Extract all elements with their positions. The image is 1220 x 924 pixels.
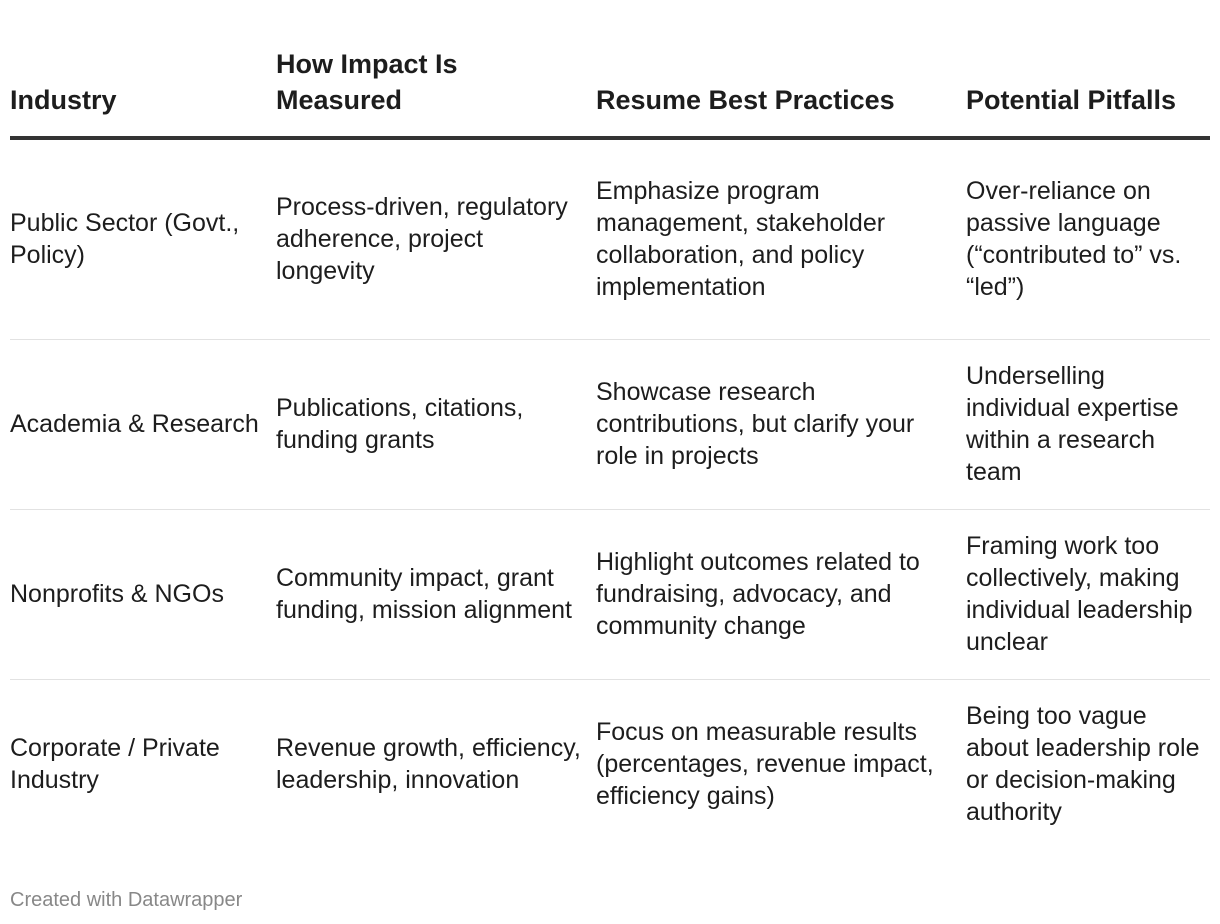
column-header-best-practices: Resume Best Practices (596, 40, 966, 140)
table-row: Nonprofits & NGOs Community impact, gran… (10, 509, 1210, 680)
cell-best-practices: Showcase research contributions, but cla… (596, 339, 966, 510)
column-header-pitfalls: Potential Pitfalls (966, 40, 1210, 140)
table-body: Public Sector (Govt., Policy) Process-dr… (10, 138, 1210, 849)
cell-best-practices: Focus on measurable results (percentages… (596, 718, 934, 811)
comparison-table-container: Industry How Impact Is Measured Resume B… (10, 40, 1210, 849)
table-header: Industry How Impact Is Measured Resume B… (10, 40, 1210, 140)
table-row: Corporate / Private Industry Revenue gro… (10, 679, 1210, 849)
cell-pitfalls: Over-reliance on passive language (“cont… (966, 138, 1210, 340)
datawrapper-credit: Created with Datawrapper (10, 889, 243, 911)
cell-industry: Academia & Research (10, 339, 276, 510)
cell-impact: Process-driven, regulatory adherence, pr… (276, 138, 596, 340)
header-row: Industry How Impact Is Measured Resume B… (10, 40, 1210, 140)
cell-industry: Corporate / Private Industry (10, 734, 220, 795)
column-header-industry: Industry (10, 40, 276, 140)
cell-industry: Public Sector (Govt., Policy) (10, 138, 276, 340)
table-row: Public Sector (Govt., Policy) Process-dr… (10, 138, 1210, 340)
table-row: Academia & Research Publications, citati… (10, 339, 1210, 510)
cell-best-practices: Emphasize program management, stakeholde… (596, 138, 966, 340)
cell-best-practices: Highlight outcomes related to fundraisin… (596, 509, 966, 680)
cell-pitfalls: Underselling individual expertise within… (966, 339, 1210, 510)
cell-industry: Nonprofits & NGOs (10, 509, 276, 680)
cell-impact: Publications, citations, funding grants (276, 339, 596, 510)
cell-impact: Revenue growth, efficiency, leadership, … (276, 734, 581, 795)
cell-impact: Community impact, grant funding, mission… (276, 509, 596, 680)
industry-comparison-table: Industry How Impact Is Measured Resume B… (10, 40, 1210, 849)
column-header-impact: How Impact Is Measured (276, 40, 596, 140)
cell-pitfalls: Framing work too collectively, making in… (966, 509, 1210, 680)
cell-pitfalls: Being too vague about leadership role or… (966, 702, 1200, 827)
